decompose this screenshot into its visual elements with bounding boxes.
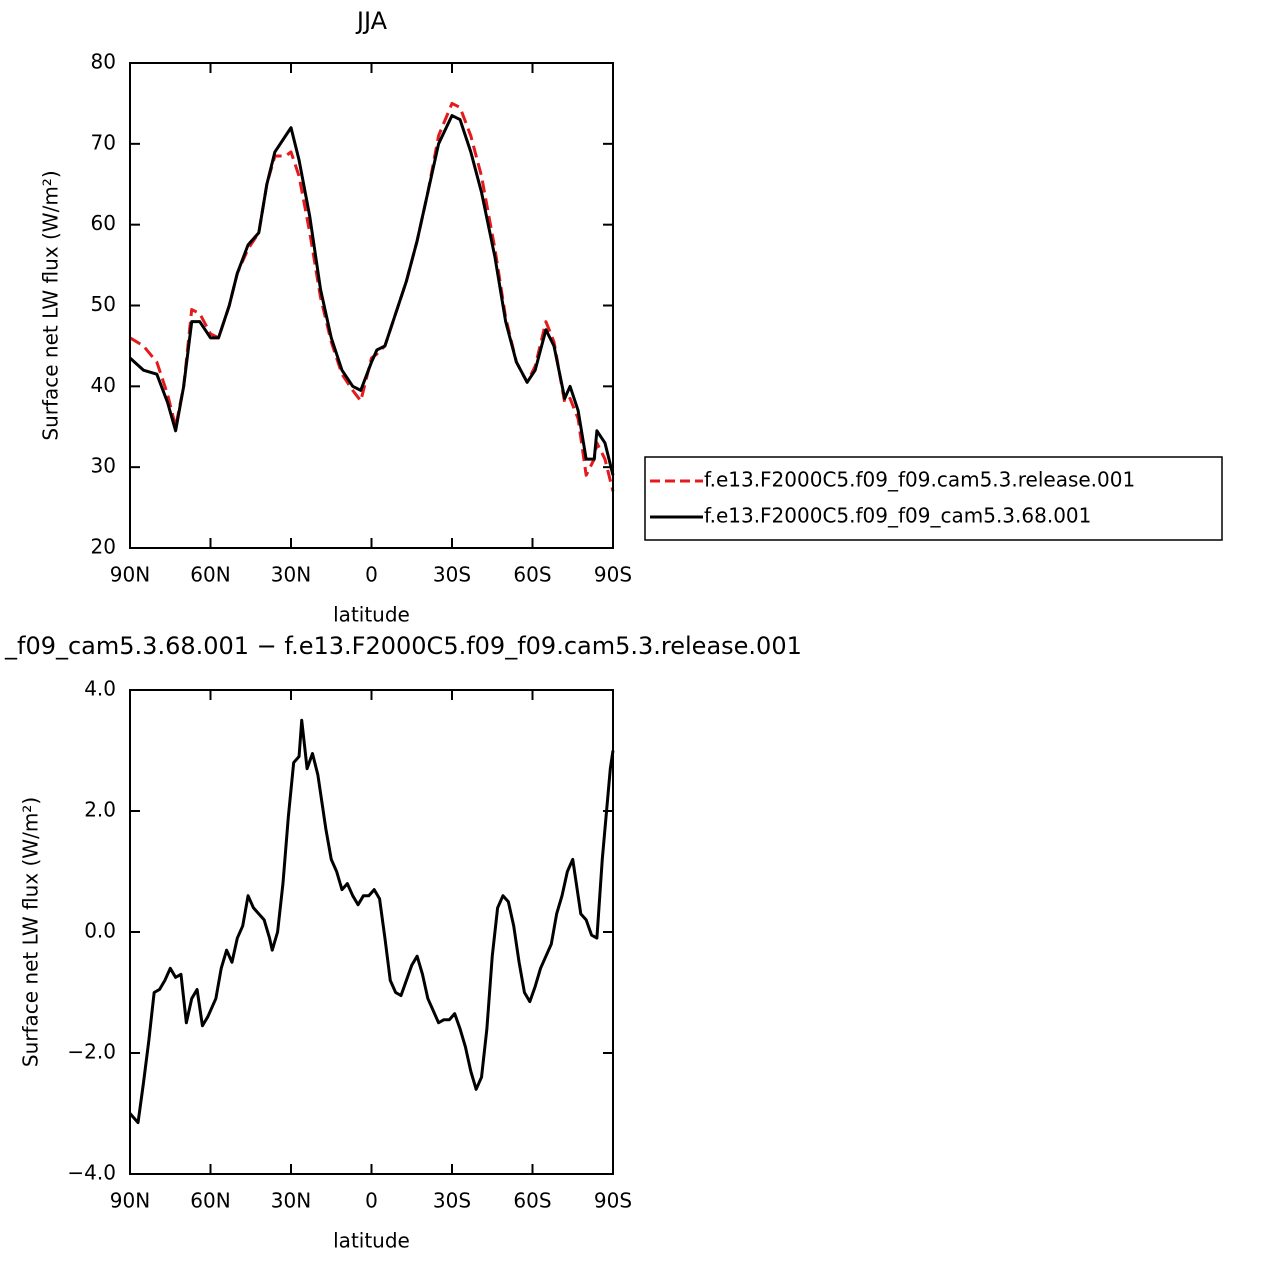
y-axis-label: Surface net LW flux (W/m²) (39, 170, 63, 440)
y-tick-label: 50 (91, 292, 116, 316)
plot-frame (129, 689, 614, 1175)
legend-label: f.e13.F2000C5.f09_f09_cam5.3.68.001 (704, 504, 1091, 528)
legend-box (644, 456, 1223, 541)
x-axis-label: latitude (333, 603, 410, 627)
x-tick-label: 30S (433, 563, 471, 587)
y-tick-label: 4.0 (84, 677, 116, 701)
x-tick-label: 30N (271, 563, 311, 587)
x-tick-label: 60N (190, 1189, 230, 1213)
x-tick-label: 90N (110, 563, 150, 587)
y-tick-label: −4.0 (67, 1161, 116, 1185)
y-tick-label: 70 (91, 130, 116, 154)
y-tick-label: 20 (91, 535, 116, 559)
data-line (128, 718, 615, 1125)
y-tick-label: 0.0 (84, 919, 116, 943)
y-tick-label: 2.0 (84, 798, 116, 822)
x-axis-label: latitude (333, 1229, 410, 1253)
chart-title: JJA (355, 7, 388, 35)
plot-frame (129, 62, 614, 549)
x-tick-label: 60S (513, 563, 551, 587)
x-tick-label: 60S (513, 1189, 551, 1213)
y-tick-label: 40 (91, 373, 116, 397)
x-tick-label: 60N (190, 563, 230, 587)
x-tick-label: 30S (433, 1189, 471, 1213)
x-tick-label: 0 (365, 1189, 378, 1213)
data-line (129, 101, 615, 492)
x-tick-label: 90S (594, 563, 632, 587)
y-axis-label: Surface net LW flux (W/m²) (19, 797, 43, 1067)
data-line (128, 114, 615, 476)
y-tick-label: 30 (91, 454, 116, 478)
y-tick-label: 60 (91, 211, 116, 235)
chart-title: _f09_cam5.3.68.001 − f.e13.F2000C5.f09_f… (4, 632, 802, 660)
y-tick-label: −2.0 (67, 1040, 116, 1064)
legend-label: f.e13.F2000C5.f09_f09.cam5.3.release.001 (704, 468, 1135, 492)
x-tick-label: 90S (594, 1189, 632, 1213)
y-tick-label: 80 (91, 50, 116, 74)
x-tick-label: 0 (365, 563, 378, 587)
x-tick-label: 30N (271, 1189, 311, 1213)
x-tick-label: 90N (110, 1189, 150, 1213)
